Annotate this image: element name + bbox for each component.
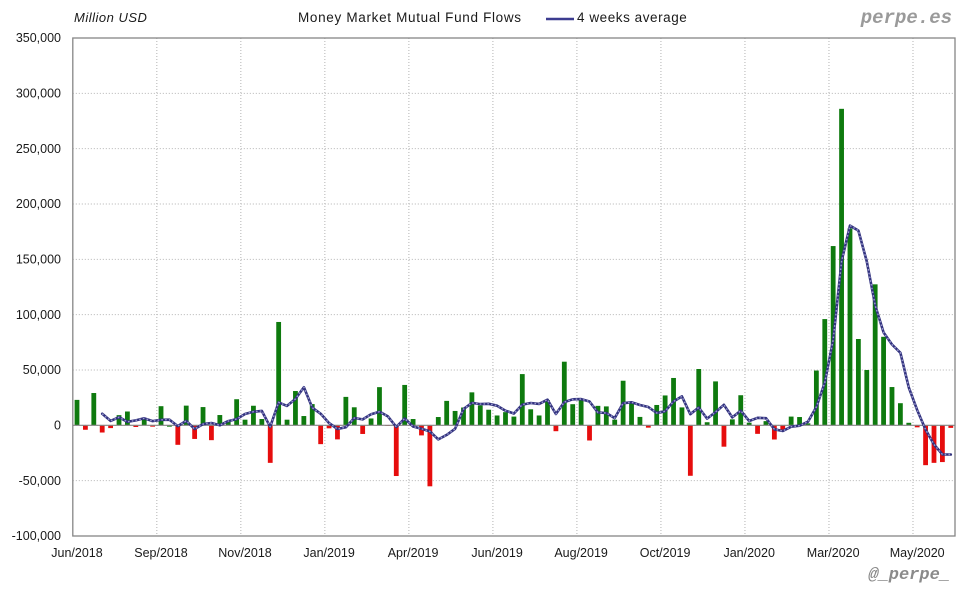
svg-text:300,000: 300,000 <box>16 87 61 101</box>
svg-text:-50,000: -50,000 <box>19 474 61 488</box>
svg-text:May/2020: May/2020 <box>890 546 945 560</box>
svg-text:350,000: 350,000 <box>16 31 61 45</box>
svg-text:Jan/2019: Jan/2019 <box>303 546 354 560</box>
svg-text:0: 0 <box>54 419 61 433</box>
svg-text:Mar/2020: Mar/2020 <box>807 546 860 560</box>
svg-text:-100,000: -100,000 <box>12 529 61 543</box>
svg-text:150,000: 150,000 <box>16 253 61 267</box>
svg-text:Oct/2019: Oct/2019 <box>640 546 691 560</box>
svg-text:Sep/2018: Sep/2018 <box>134 546 188 560</box>
svg-text:100,000: 100,000 <box>16 308 61 322</box>
svg-text:Aug/2019: Aug/2019 <box>554 546 608 560</box>
svg-text:Nov/2018: Nov/2018 <box>218 546 272 560</box>
svg-text:Jun/2018: Jun/2018 <box>51 546 102 560</box>
svg-text:250,000: 250,000 <box>16 142 61 156</box>
svg-text:Apr/2019: Apr/2019 <box>388 546 439 560</box>
svg-text:50,000: 50,000 <box>23 363 61 377</box>
svg-text:Jan/2020: Jan/2020 <box>723 546 774 560</box>
svg-text:Jun/2019: Jun/2019 <box>471 546 522 560</box>
svg-text:200,000: 200,000 <box>16 197 61 211</box>
